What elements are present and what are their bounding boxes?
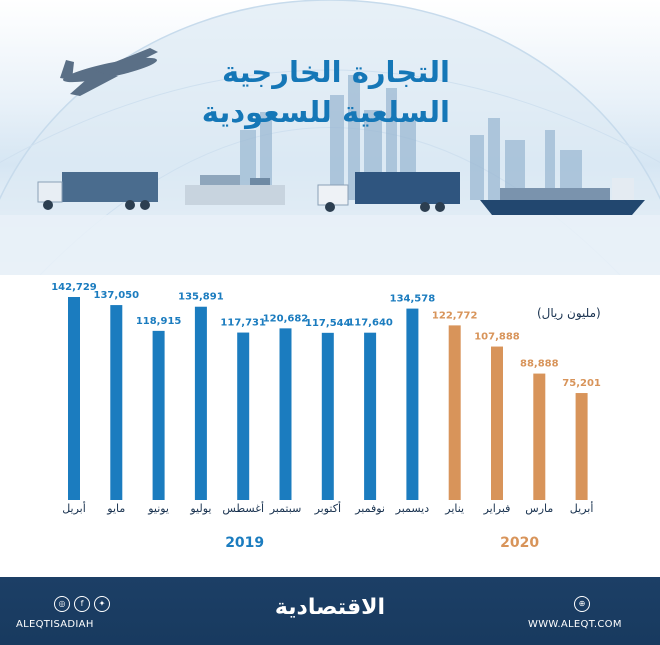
ship-icon — [185, 175, 285, 205]
value-label-6: 120,682 — [263, 313, 309, 324]
category-label-3: يونيو — [147, 502, 169, 515]
instagram-icon[interactable]: ◎ — [54, 596, 70, 612]
value-label-9: 134,578 — [390, 294, 436, 305]
website-link[interactable]: WWW.ALEQT.COM — [528, 619, 622, 630]
facebook-icon[interactable]: f — [74, 596, 90, 612]
value-label-1: 142,729 — [51, 282, 97, 293]
category-label-12: مارس — [525, 502, 553, 515]
value-label-12: 88,888 — [520, 359, 559, 370]
bar-12 — [533, 373, 546, 500]
category-label-2: مايو — [106, 502, 125, 515]
category-label-10: يناير — [444, 502, 464, 515]
year-label-2020: 2020 — [500, 535, 540, 551]
hero-illustration — [0, 0, 660, 275]
page-title: التجارة الخارجية السلعية للسعودية — [190, 52, 450, 132]
social-handle[interactable]: ALEQTISADIAH — [16, 619, 94, 630]
bar-3 — [152, 330, 165, 500]
brand-logo: الاقتصادية — [274, 595, 386, 620]
hero-banner: التجارة الخارجية السلعية للسعودية — [0, 0, 660, 275]
category-label-11: فبراير — [483, 502, 511, 515]
value-label-2: 137,050 — [94, 290, 140, 301]
value-label-13: 75,201 — [562, 378, 601, 389]
bar-7 — [321, 332, 334, 500]
value-label-8: 117,640 — [347, 318, 393, 329]
category-label-6: سبتمبر — [269, 502, 302, 515]
globe-icon: ⊕ — [574, 596, 590, 612]
bar-10 — [448, 325, 461, 500]
title-line-1: التجارة الخارجية — [221, 55, 450, 89]
value-label-5: 117,731 — [220, 318, 266, 329]
footer-bar: ◎ f ✦ ALEQTISADIAH الاقتصادية ⊕ WWW.ALEQ… — [0, 577, 660, 645]
category-label-9: ديسمبر — [395, 502, 430, 515]
value-label-10: 122,772 — [432, 310, 478, 321]
bar-chart: 142,729 أبريل 137,050 مايو 118,915 يونيو 135,8… — [51, 282, 601, 515]
category-label-5: أغسطس — [222, 501, 264, 515]
cargo-ship-icon — [480, 178, 645, 215]
bar-11 — [491, 346, 503, 500]
category-label-13: أبريل — [570, 501, 594, 515]
bar-9 — [406, 308, 419, 500]
value-label-7: 117,544 — [305, 318, 351, 329]
category-label-4: يوليو — [189, 502, 211, 515]
bar-13 — [575, 393, 588, 500]
value-label-4: 135,891 — [178, 292, 224, 303]
bar-2 — [110, 305, 123, 500]
category-label-8: نوفمبر — [354, 502, 385, 515]
year-label-2019: 2019 — [225, 535, 265, 551]
value-label-3: 118,915 — [136, 316, 182, 327]
airplane-icon — [60, 48, 158, 96]
title-line-2: السلعية للسعودية — [201, 95, 450, 129]
unit-label: (مليون ريال) — [537, 306, 601, 320]
value-label-11: 107,888 — [474, 332, 520, 343]
bar-8 — [364, 332, 377, 500]
truck-right-icon — [317, 172, 460, 212]
truck-left-icon — [37, 172, 158, 210]
bar-1 — [68, 297, 80, 500]
bar-5 — [237, 332, 250, 500]
twitter-icon[interactable]: ✦ — [94, 596, 110, 612]
bar-6 — [279, 328, 292, 500]
category-label-7: أكتوبر — [314, 501, 341, 515]
bar-4 — [194, 306, 207, 500]
category-label-1: أبريل — [62, 501, 86, 515]
